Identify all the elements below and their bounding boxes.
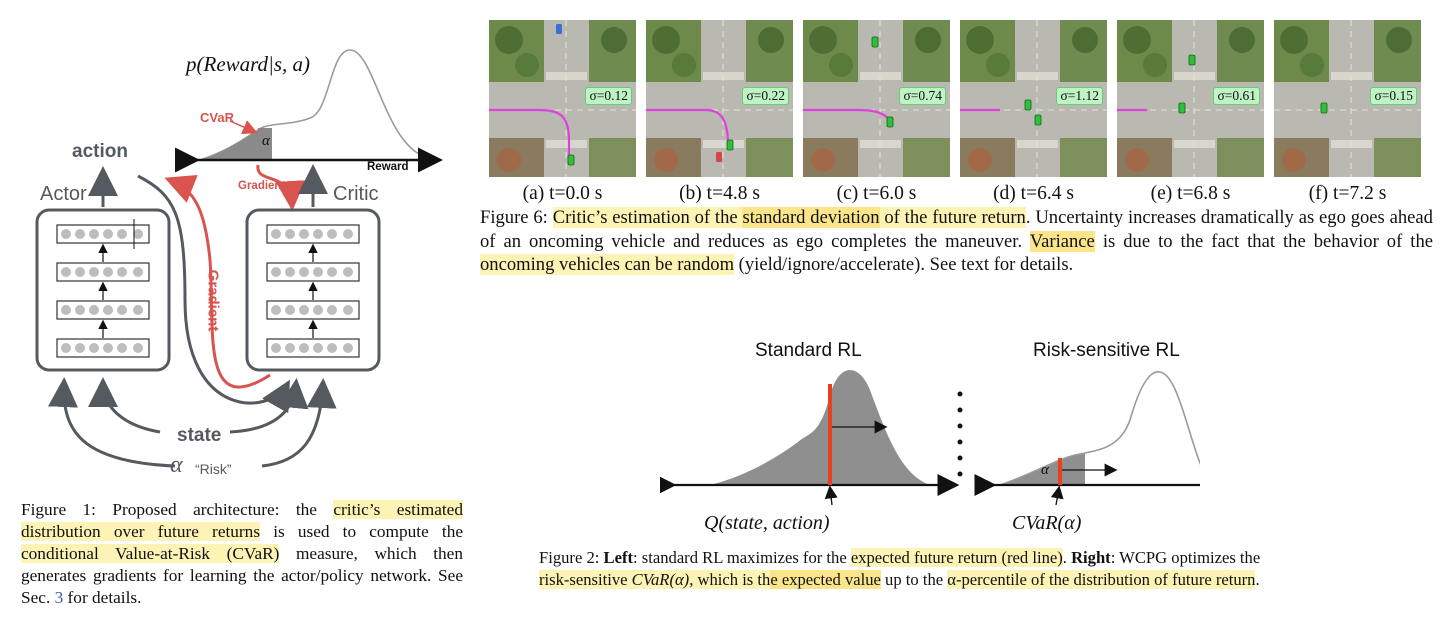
action-label: action	[72, 141, 128, 162]
fig2-caption-highlight-2b: CVaR(α)	[631, 570, 690, 589]
intersection-frame: σ=0.15	[1274, 20, 1421, 177]
sigma-badge: σ=0.15	[1370, 87, 1417, 105]
frame-time-label: (c) t=6.0 s	[836, 183, 917, 204]
critic-layers	[266, 224, 360, 358]
gradient-arrow-side	[164, 175, 271, 389]
standard-rl-title: Standard RL	[755, 340, 862, 361]
fig2-caption-part-4: up to the	[880, 570, 948, 589]
q-value-formula: Q(state, action)	[704, 512, 830, 534]
figure-1-diagram	[35, 49, 443, 468]
cvar-formula: CVaR(α)	[1012, 512, 1082, 534]
fig2-caption-highlight-3: e expected value	[770, 570, 881, 589]
gradient-side-label: Gradient	[204, 269, 222, 332]
section-reference-link[interactable]: 3	[54, 588, 64, 607]
intersection-frame: σ=0.22	[646, 20, 793, 177]
sigma-badge: σ=0.22	[742, 87, 789, 105]
fig6-caption-highlight-2: Variance	[1029, 230, 1095, 252]
critic-box	[245, 208, 381, 372]
fig2-caption-highlight-1: expected future return (red line)	[850, 548, 1063, 567]
fig1-caption-mid-1: is used to compute the	[260, 522, 463, 541]
fig6-caption-prefix: Figure 6:	[480, 207, 553, 228]
fig2-caption-part-2: .	[1062, 548, 1072, 567]
intersection-aerial-image	[489, 20, 636, 177]
figure-2-caption: Figure 2: Left: standard RL maximizes fo…	[539, 547, 1399, 591]
risk-label: “Risk”	[195, 461, 232, 477]
frame-time-label: (e) t=6.8 s	[1150, 183, 1231, 204]
connection-arrows	[48, 164, 337, 468]
gradient-arrow-top	[256, 164, 306, 211]
intersection-frame: σ=1.12	[960, 20, 1107, 177]
frame-time-label: (d) t=6.4 s	[993, 183, 1074, 204]
figure-2-diagram	[660, 370, 1200, 506]
risk-sensitive-distribution	[974, 371, 1200, 506]
fig2-caption-part-1: : standard RL maximizes for the	[633, 548, 851, 567]
intersection-frame: σ=0.12	[489, 20, 636, 177]
alpha-marker-label: α	[262, 133, 270, 149]
sigma-badge: σ=0.61	[1213, 87, 1260, 105]
fig6-caption-highlight-1a: Critic’s estimation of the	[552, 207, 743, 228]
intersection-frame: σ=0.74	[803, 20, 950, 177]
sigma-badge: σ=0.12	[585, 87, 632, 105]
fig1-caption-suffix: for details.	[63, 588, 142, 607]
reward-density-formula: p(Reward|s, a)	[186, 52, 310, 76]
gradient-top-label: Gradient	[238, 180, 286, 192]
cvar-label: CVaR	[200, 110, 234, 125]
fig1-caption-mid-2: measure, which then generates gradients …	[21, 544, 463, 607]
fig1-caption-highlight-2: conditional Value-at-Risk (CVaR)	[21, 544, 280, 563]
fig2-caption-part-3: : WCPG optimizes the	[1110, 548, 1261, 567]
risk-alpha-symbol: α	[1041, 462, 1049, 478]
fig2-caption-suffix: .	[1255, 570, 1260, 589]
frame-time-label: (a) t=0.0 s	[522, 183, 603, 204]
intersection-frame: σ=0.61	[1117, 20, 1264, 177]
fig6-caption-mid-1: . Uncertainty increases dramatically as …	[480, 207, 1433, 252]
fig6-caption-suffix: (yield/ignore/accelerate). See text for …	[734, 254, 1074, 275]
fig6-caption-highlight-1c: of the future return	[879, 207, 1026, 228]
separator-dots	[957, 391, 963, 477]
reward-axis-label: Reward	[367, 161, 409, 173]
fig6-caption-highlight-3: oncoming vehicles can be random	[480, 254, 735, 275]
intersection-aerial-image	[803, 20, 950, 177]
fig1-caption-prefix: Figure 1: Proposed architecture: the	[21, 500, 334, 519]
critic-label: Critic	[333, 183, 379, 205]
reward-distribution	[175, 49, 443, 173]
sigma-badge: σ=0.74	[899, 87, 946, 105]
fig6-caption-mid-2: is due to the fact that the behavior of …	[1094, 230, 1433, 252]
intersection-aerial-image	[1274, 20, 1421, 177]
fig2-caption-highlight-2c: , which is th	[689, 570, 771, 589]
fig2-caption-prefix: Figure 2:	[539, 548, 604, 567]
fig6-caption-highlight-1b: standard deviation	[742, 207, 880, 228]
alpha-input-symbol: α	[170, 452, 183, 478]
actor-label: Actor	[40, 183, 87, 205]
fig2-caption-highlight-4: α-percentile	[947, 570, 1027, 589]
fig2-caption-highlight-5: of the distribution of future return	[1026, 570, 1256, 589]
fig2-caption-highlight-2a: risk-sensitive	[539, 570, 632, 589]
fig2-caption-right-bold: Right	[1071, 548, 1111, 567]
state-label: state	[177, 425, 222, 446]
actor-box	[35, 208, 171, 372]
frame-time-label: (b) t=4.8 s	[679, 183, 760, 204]
fig2-caption-left-bold: Left	[603, 548, 634, 567]
sigma-badge: σ=1.12	[1056, 87, 1103, 105]
figure-1-caption: Figure 1: Proposed architecture: the cri…	[21, 499, 463, 609]
standard-rl-distribution	[660, 370, 960, 506]
frame-time-label: (f) t=7.2 s	[1308, 183, 1387, 204]
figure-6-caption: Figure 6: Critic’s estimation of the sta…	[480, 206, 1433, 277]
actor-layers	[56, 219, 150, 358]
risk-sensitive-rl-title: Risk-sensitive RL	[1033, 340, 1180, 361]
